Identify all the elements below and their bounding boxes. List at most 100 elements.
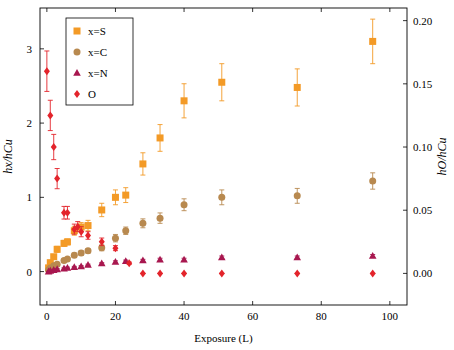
x-tick-top — [389, 8, 390, 12]
x-tick-top — [115, 8, 116, 12]
error-bar — [158, 213, 163, 223]
point — [156, 256, 164, 263]
point — [122, 227, 129, 234]
x-tick — [321, 301, 322, 305]
point — [139, 220, 146, 227]
legend-marker — [74, 90, 80, 98]
error-bar — [219, 64, 224, 101]
point — [112, 244, 118, 252]
legend-marker — [73, 69, 81, 76]
point — [139, 160, 146, 167]
point — [64, 255, 71, 262]
chart: 02040608010001230.000.050.100.150.20Expo… — [0, 0, 454, 350]
point — [98, 206, 105, 213]
legend-label: x=S — [88, 25, 106, 37]
error-bar — [182, 84, 187, 118]
legend-marker — [74, 28, 81, 35]
error-bar — [123, 227, 128, 234]
y2-tick — [403, 147, 407, 148]
x-tick-label: 80 — [316, 310, 328, 322]
point — [77, 262, 85, 269]
point — [294, 192, 301, 199]
error-bar — [158, 125, 163, 152]
point — [54, 175, 60, 183]
point — [64, 238, 71, 245]
y2-tick-label: 0.10 — [413, 141, 433, 153]
point — [181, 201, 188, 208]
point — [369, 252, 377, 259]
point — [99, 238, 105, 246]
error-bar — [140, 153, 145, 175]
point — [218, 194, 225, 201]
legend-marker — [74, 49, 81, 56]
x-tick-label: 40 — [179, 310, 191, 322]
error-bar — [48, 100, 53, 130]
error-bar — [44, 51, 49, 91]
point — [70, 263, 78, 270]
legend-label: x=C — [88, 46, 107, 58]
point — [294, 269, 300, 277]
point — [122, 192, 129, 199]
point — [139, 256, 147, 263]
x-tick-top — [321, 8, 322, 12]
point — [180, 256, 188, 263]
error-bar — [55, 169, 60, 189]
error-bar — [219, 190, 224, 205]
y-tick — [40, 271, 44, 272]
point — [181, 269, 187, 277]
point — [218, 253, 226, 260]
point — [157, 269, 163, 277]
point — [78, 250, 85, 257]
point — [53, 265, 61, 272]
y2-tick-label: 0.00 — [413, 267, 433, 279]
error-bar — [99, 203, 104, 216]
point — [112, 258, 120, 265]
y2-tick-label: 0.20 — [413, 15, 433, 27]
y2-tick-label: 0.15 — [413, 78, 433, 90]
error-bar — [55, 246, 60, 252]
point — [219, 269, 225, 277]
point — [78, 228, 84, 236]
x-tick-label: 0 — [44, 310, 50, 322]
point — [85, 231, 91, 239]
error-bar — [123, 188, 128, 203]
error-bar — [113, 234, 118, 241]
error-bar — [113, 190, 118, 205]
point — [369, 178, 376, 185]
point — [369, 38, 376, 45]
plot-area — [44, 19, 377, 277]
legend-label: x=N — [88, 67, 108, 79]
y-tick — [40, 48, 44, 49]
y-tick — [40, 123, 44, 124]
y2-tick — [403, 210, 407, 211]
error-bar — [140, 219, 145, 228]
point — [98, 259, 106, 266]
y2-tick — [403, 20, 407, 21]
error-bar — [370, 19, 375, 64]
y2-tick — [403, 273, 407, 274]
point — [84, 261, 92, 268]
x-tick — [252, 301, 253, 305]
point — [71, 252, 78, 259]
series-1 — [45, 173, 376, 274]
series-0 — [45, 19, 376, 271]
x-tick-top — [46, 8, 47, 12]
x-tick-top — [252, 8, 253, 12]
error-bar — [65, 206, 70, 219]
point — [85, 222, 92, 229]
point — [126, 259, 132, 267]
point — [51, 143, 57, 151]
x-tick-top — [184, 8, 185, 12]
x-tick — [115, 301, 116, 305]
x-tick-label: 60 — [247, 310, 259, 322]
error-bar — [295, 188, 300, 203]
y2-tick — [403, 83, 407, 84]
plot-frame — [40, 8, 407, 305]
point — [64, 264, 72, 271]
point — [44, 67, 50, 75]
point — [293, 253, 301, 260]
x-tick — [46, 301, 47, 305]
y-tick-label: 2 — [27, 117, 33, 129]
error-bar — [86, 232, 91, 240]
y-tick-label: 3 — [27, 43, 33, 55]
